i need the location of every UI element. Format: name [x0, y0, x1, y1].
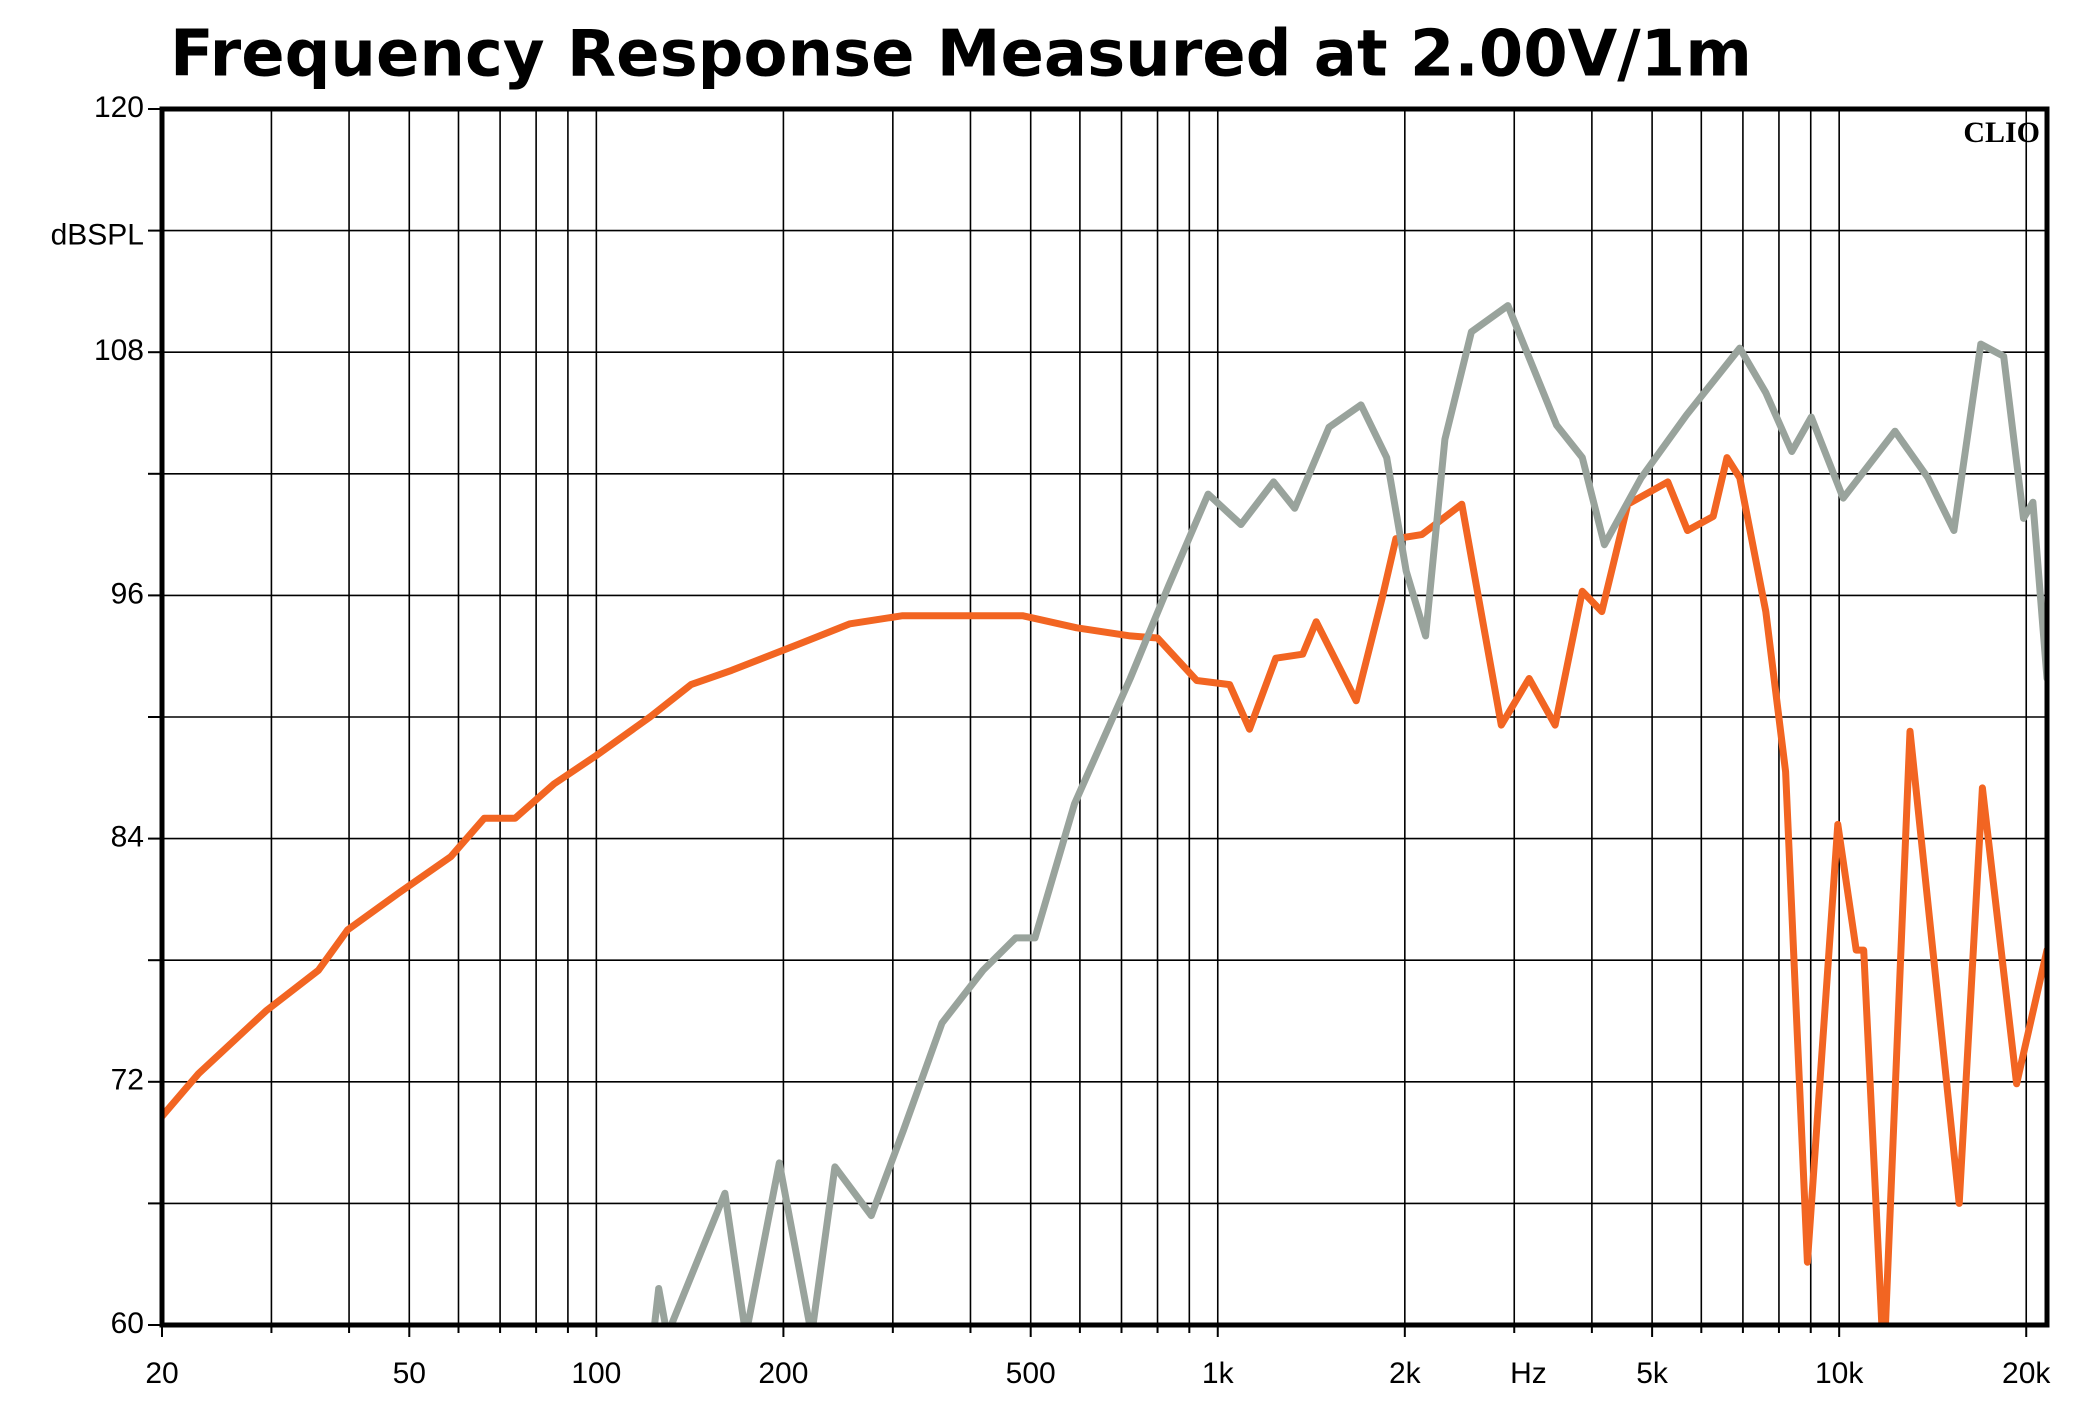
y-tick-label: 96 [111, 577, 144, 610]
x-tick-label: 50 [393, 1357, 426, 1390]
y-tick-label: 60 [111, 1307, 144, 1340]
y-tick-label: 108 [94, 334, 144, 367]
x-axis-label: Hz [1510, 1357, 1547, 1390]
y-tick-label: 72 [111, 1064, 144, 1097]
brand: CLIO [1963, 116, 2040, 149]
y-axis-label: dBSPL [51, 219, 144, 252]
x-tick-label: 1k [1202, 1357, 1235, 1390]
x-tick-label: 2k [1389, 1357, 1422, 1390]
response-curve [162, 454, 2047, 1325]
chart-title: Frequency Response Measured at 2.00V/1m [170, 18, 1752, 92]
x-tick-label: 20k [2002, 1357, 2051, 1390]
x-tick-label: 10k [1815, 1357, 1864, 1390]
grid [148, 108, 2047, 1337]
plot-area [162, 302, 2047, 1325]
y-tick-label: 120 [94, 91, 144, 124]
x-tick-label: 5k [1636, 1357, 1669, 1390]
x-tick-label: 100 [571, 1357, 621, 1390]
x-tick-label: 500 [1006, 1357, 1056, 1390]
response-curve [651, 302, 2047, 1325]
x-tick-label: 20 [145, 1357, 178, 1390]
y-tick-label: 84 [111, 821, 144, 854]
plot-frame [159, 106, 2050, 1328]
x-tick-label: 200 [758, 1357, 808, 1390]
